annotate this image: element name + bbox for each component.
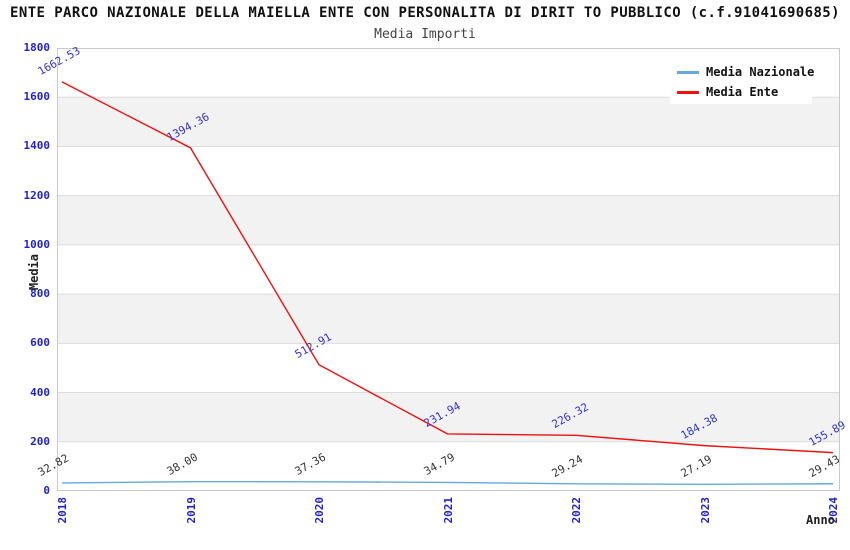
x-tick-label: 2020 (313, 497, 326, 524)
legend-label-media-ente: Media Ente (706, 85, 779, 99)
y-tick-label: 400 (30, 385, 50, 399)
y-tick-label: 1000 (23, 237, 51, 251)
chart-subtitle: Media Importi (374, 27, 476, 42)
chart-title: ENTE PARCO NAZIONALE DELLA MAIELLA ENTE … (10, 5, 840, 21)
y-tick-label: 600 (30, 336, 50, 350)
y-tick-label: 0 (43, 484, 50, 497)
y-tick-label: 1200 (23, 188, 51, 202)
y-tick-label: 1800 (23, 41, 51, 54)
x-axis-title: Anno (806, 513, 835, 527)
y-tick-label: 200 (30, 434, 50, 448)
x-tick-label: 2021 (441, 497, 455, 524)
line-media-nazionale (61, 480, 834, 486)
y-axis-title: Media (27, 254, 41, 291)
legend: Media Nazionale Media Ente (670, 58, 815, 104)
x-tick-label: 2019 (184, 497, 198, 524)
legend-swatch-media-nazionale (677, 70, 699, 74)
x-tick-label: 2018 (56, 497, 69, 524)
y-tick-label: 1400 (23, 139, 51, 153)
x-tick-label: 2023 (698, 497, 712, 524)
plot-area (57, 48, 840, 491)
legend-item-media-ente: Media Ente (670, 82, 812, 102)
x-tick-label: 2022 (570, 497, 583, 524)
legend-item-media-nazionale: Media Nazionale (670, 62, 815, 82)
y-tick-label: 800 (30, 287, 50, 301)
legend-swatch-media-ente (677, 90, 699, 94)
line-media-ente (61, 81, 834, 454)
y-tick-label: 1600 (23, 90, 51, 104)
legend-label-media-nazionale: Media Nazionale (706, 65, 815, 79)
